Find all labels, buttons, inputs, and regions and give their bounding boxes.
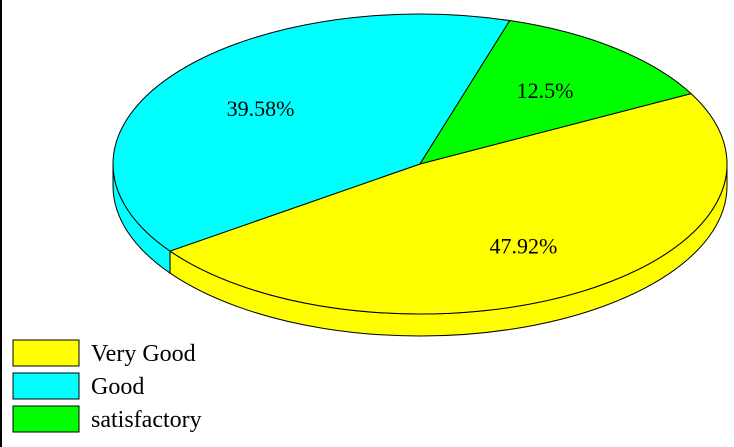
pie-slice-very-good bbox=[168, 93, 728, 315]
data-label-very-good: 47.92% bbox=[489, 234, 557, 259]
pie-slice-good bbox=[112, 13, 511, 252]
data-label-good: 39.58% bbox=[227, 96, 295, 121]
pie-slices bbox=[112, 13, 728, 337]
legend-label-very-good: Very Good bbox=[91, 341, 196, 367]
legend-label-good: Good bbox=[91, 374, 144, 400]
data-label-satisfactory: 12.5% bbox=[517, 78, 574, 103]
legend: Very Good Good satisfactory bbox=[12, 339, 202, 433]
legend-swatch-satisfactory bbox=[12, 405, 80, 433]
legend-swatch-good bbox=[12, 372, 80, 400]
legend-label-satisfactory: satisfactory bbox=[91, 407, 202, 433]
legend-swatch-very-good bbox=[12, 339, 80, 367]
pie-slice-satisfactory bbox=[418, 20, 693, 165]
data-labels: 47.92% 39.58% 12.5% bbox=[227, 78, 574, 259]
